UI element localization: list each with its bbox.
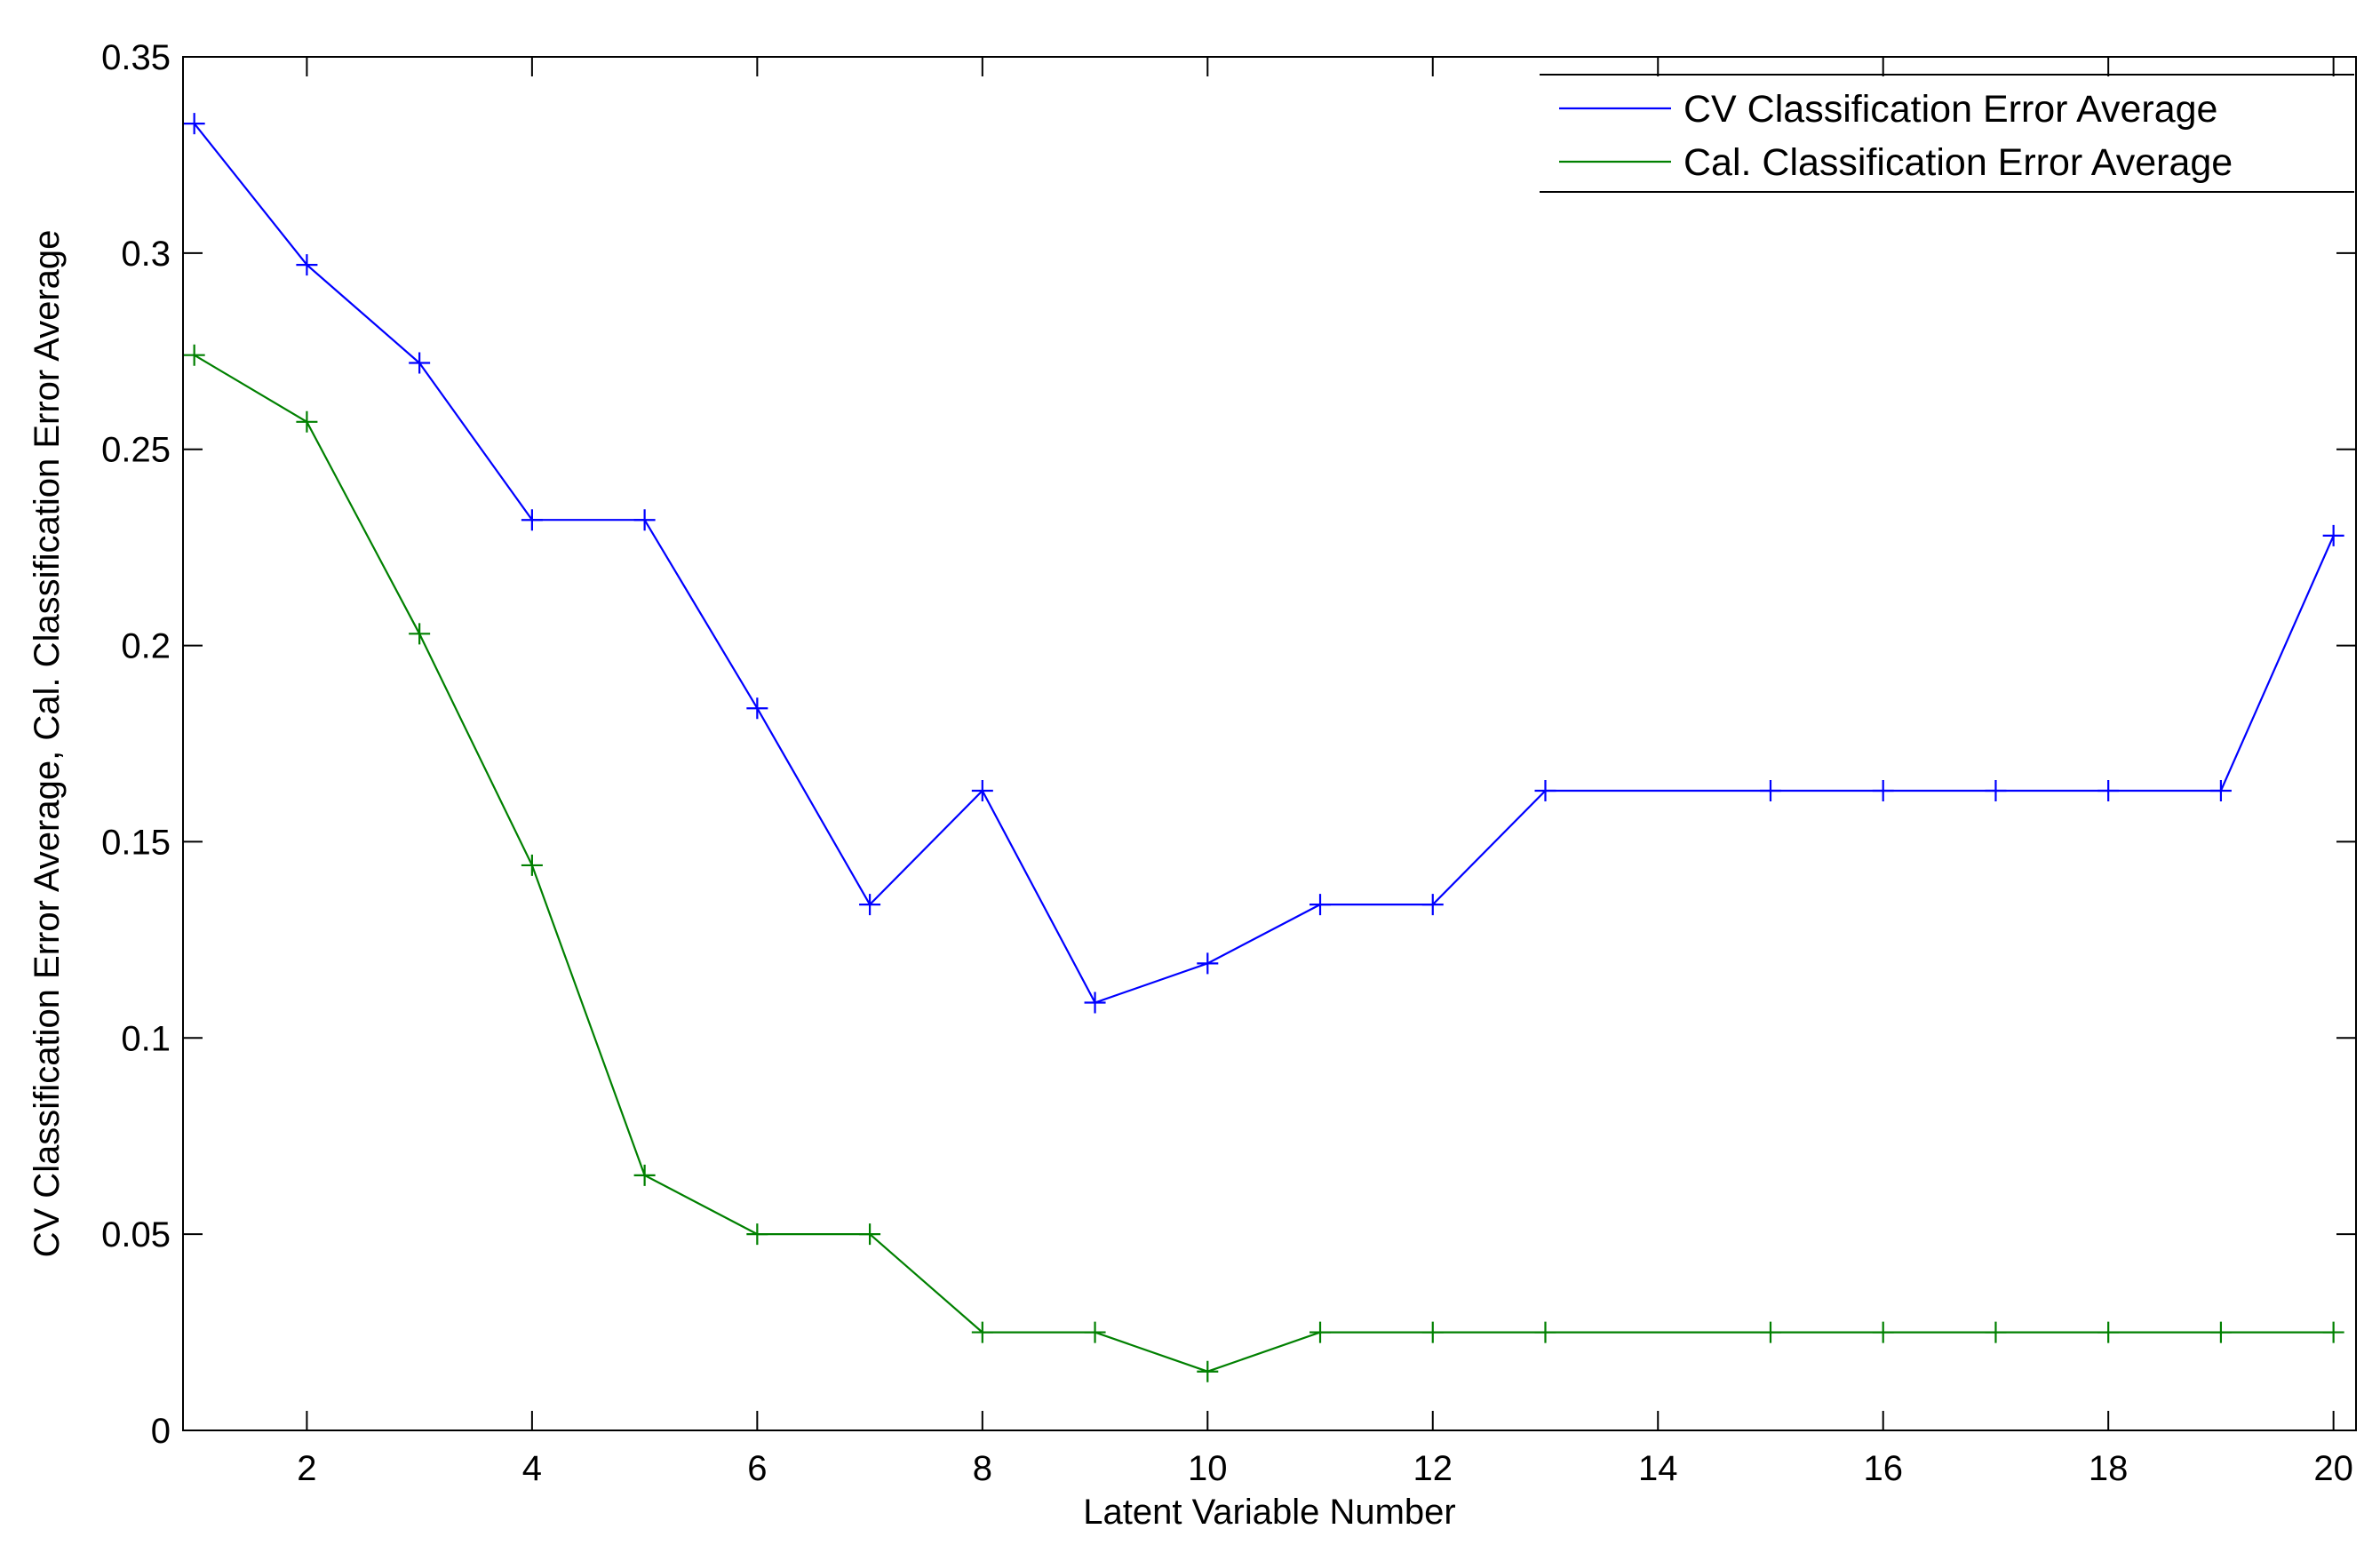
x-tick-label: 18 <box>2089 1449 2129 1488</box>
y-tick-label: 0.2 <box>121 627 171 666</box>
data-point-marker <box>1759 780 1781 802</box>
data-point-marker <box>1421 894 1444 916</box>
x-axis-title: Latent Variable Number <box>1083 1493 1456 1532</box>
data-point-marker <box>2322 524 2344 546</box>
data-point-marker <box>1421 1321 1444 1343</box>
data-point-marker <box>1759 1321 1781 1343</box>
data-point-marker <box>1084 1321 1106 1343</box>
data-point-marker <box>1534 1321 1556 1343</box>
x-tick-label: 20 <box>2313 1449 2353 1488</box>
data-point-marker <box>409 623 431 645</box>
y-tick-label: 0.1 <box>121 1019 171 1058</box>
data-point-marker <box>1872 780 1894 802</box>
legend: CV Classification Error Average Cal. Clas… <box>1540 74 2354 193</box>
y-tick-label: 0.35 <box>101 38 171 77</box>
data-point-marker <box>2209 780 2232 802</box>
data-point-marker <box>1309 1321 1332 1343</box>
data-point-marker <box>1084 992 1106 1014</box>
x-tick-label: 4 <box>522 1449 542 1488</box>
data-point-marker <box>296 410 318 433</box>
x-tick-label: 10 <box>1188 1449 1228 1488</box>
data-point-marker <box>633 509 656 531</box>
x-tick-label: 16 <box>1863 1449 1903 1488</box>
legend-entry-label: Cal. Classification Error Average <box>1684 141 2233 184</box>
data-point-marker <box>409 352 431 374</box>
data-point-marker <box>1309 894 1332 916</box>
data-point-marker <box>971 780 993 802</box>
data-point-marker <box>2209 1321 2232 1343</box>
data-point-marker <box>1985 1321 2007 1343</box>
y-tick-label: 0.05 <box>101 1215 171 1254</box>
tick-labels: 2 4 6 8 10 12 14 16 18 20 0 0.05 0.1 0.15 0.2 0.25 0.3 0.… <box>101 38 2353 1488</box>
x-tick-label: 14 <box>1638 1449 1678 1488</box>
x-tick-label: 8 <box>973 1449 992 1488</box>
y-axis-title: CV Classification Error Average, Cal. Cl… <box>28 230 67 1258</box>
data-point-marker <box>2322 1321 2344 1343</box>
data-point-marker <box>746 697 768 720</box>
data-point-marker <box>1985 780 2007 802</box>
data-point-marker <box>183 113 205 135</box>
legend-entry-label: CV Classification Error Average <box>1684 88 2217 131</box>
x-tick-label: 12 <box>1413 1449 1453 1488</box>
data-point-marker <box>1534 780 1556 802</box>
axis-ticks <box>183 56 2356 1431</box>
data-point-marker <box>2097 780 2120 802</box>
data-point-marker <box>1872 1321 1894 1343</box>
data-point-marker <box>971 1321 993 1343</box>
data-point-marker <box>633 1164 656 1186</box>
y-tick-label: 0.15 <box>101 823 171 862</box>
data-point-marker <box>296 254 318 276</box>
data-point-marker <box>859 1223 881 1246</box>
data-point-marker <box>2097 1321 2120 1343</box>
data-point-marker <box>1197 1360 1219 1382</box>
y-tick-label: 0 <box>151 1412 171 1451</box>
series-layer <box>183 113 2344 1382</box>
data-point-marker <box>859 894 881 916</box>
data-point-marker <box>521 854 543 876</box>
y-tick-label: 0.25 <box>101 431 171 470</box>
data-point-marker <box>746 1223 768 1246</box>
x-tick-label: 2 <box>297 1449 316 1488</box>
plot-frame <box>182 56 2357 1431</box>
data-point-marker <box>521 509 543 531</box>
x-tick-label: 6 <box>747 1449 767 1488</box>
data-point-marker <box>183 344 205 366</box>
data-point-marker <box>1197 952 1219 975</box>
y-tick-label: 0.3 <box>121 235 171 274</box>
